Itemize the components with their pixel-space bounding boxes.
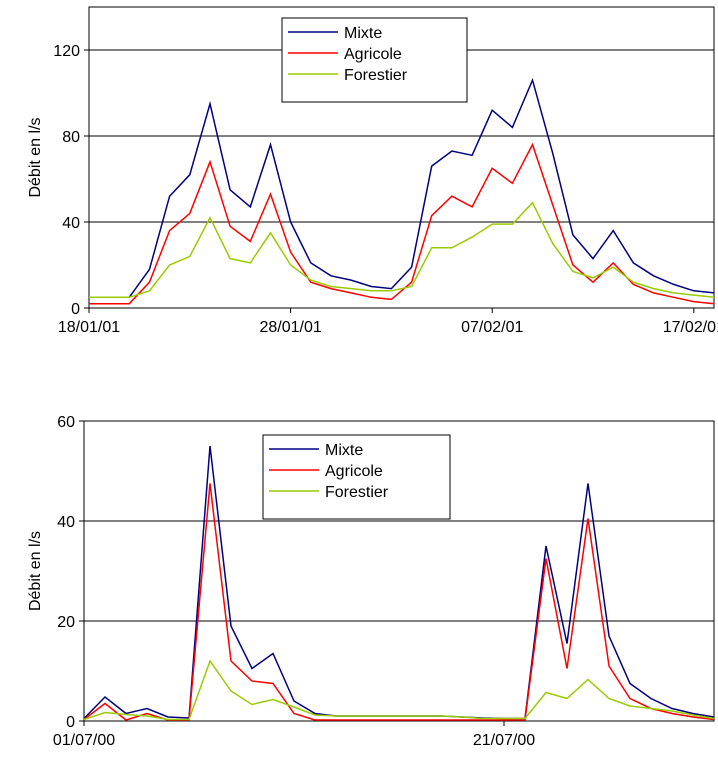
legend-box: [281, 17, 468, 103]
legend-label-forestier: Forestier: [344, 67, 408, 84]
x-tick-label: 01/07/00: [53, 732, 115, 749]
legend-label-mixte: Mixte: [344, 25, 382, 42]
legend: Mixte Agricole Forestier: [262, 434, 451, 520]
series-line-forestier: [83, 659, 715, 721]
x-tick-label: 28/01/01: [259, 319, 321, 336]
x-tick-label: 07/02/01: [461, 319, 523, 336]
x-tick-label: 17/02/01: [663, 319, 718, 336]
series-line-forestier: [89, 201, 715, 299]
y-tick-label: 40: [62, 215, 80, 232]
y-tick-label: 40: [57, 514, 75, 531]
series-line-mixte: [89, 77, 715, 299]
legend: Mixte Agricole Forestier: [281, 17, 468, 103]
y-tick-label: 0: [66, 714, 75, 731]
legend-label-agricole: Agricole: [344, 46, 402, 63]
chart-bottom: 0 20 40 60 01/07/00 21/07/00 Débit en l/s Mixte…: [27, 414, 715, 749]
x-tick-label: 18/01/01: [58, 319, 120, 336]
chart-top: 0 40 80 120 18/01/01 28/01/01 07/02/01 17/02/01…: [27, 6, 718, 336]
y-tick-label: 120: [53, 43, 80, 60]
legend-label-mixte: Mixte: [325, 442, 363, 459]
y-tick-label: 60: [57, 414, 75, 431]
legend-label-agricole: Agricole: [325, 463, 383, 480]
y-tick-label: 0: [71, 301, 80, 318]
x-tick-label: 21/07/00: [473, 732, 535, 749]
series-line-agricole: [89, 142, 715, 305]
y-tick-label: 80: [62, 129, 80, 146]
y-axis-label: Débit en l/s: [27, 531, 44, 611]
y-tick-label: 20: [57, 614, 75, 631]
legend-label-forestier: Forestier: [325, 484, 389, 501]
y-axis-label: Débit en l/s: [27, 117, 44, 197]
